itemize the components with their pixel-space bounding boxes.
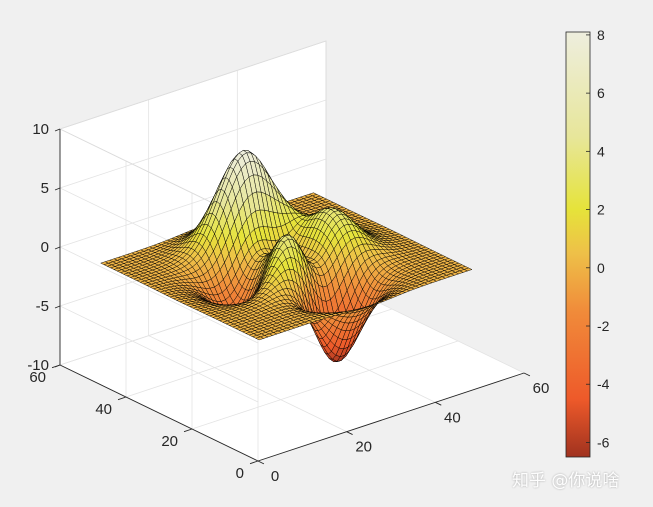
z-tick-label: 10 [32, 121, 49, 138]
y-tick-mark [249, 460, 259, 465]
z-tick-mark [54, 246, 61, 250]
colorbar-strip [565, 31, 591, 458]
z-tick-mark [54, 364, 61, 368]
colorbar: 8 6 4 2 0 -2 -4 -6 [565, 27, 610, 458]
surface-mesh [100, 150, 473, 362]
y-tick-label: 40 [95, 401, 112, 418]
surface-patch [255, 336, 264, 341]
colorbar-tick-label: -4 [597, 376, 610, 392]
colorbar-ticks: 8 6 4 2 0 -2 -4 -6 [586, 27, 610, 450]
z-tick-label: -5 [36, 298, 49, 315]
colorbar-tick-label: 6 [597, 85, 605, 101]
z-tick-label: -10 [27, 357, 49, 374]
colorbar-tick-label: 4 [597, 143, 605, 159]
watermark: 知乎 @你说啥 [512, 471, 620, 491]
axes-box-edge [58, 40, 327, 277]
y-tick-label: 20 [161, 433, 178, 450]
y-tick-label: 60 [29, 369, 46, 386]
colorbar-tick-label: -6 [597, 434, 610, 450]
colorbar-tick-label: 8 [597, 27, 605, 43]
x-tick-mark [257, 460, 265, 465]
x-axis-line [257, 372, 525, 462]
x-tick-label: 40 [444, 409, 461, 426]
z-tick-mark [54, 128, 61, 132]
z-tick-mark [54, 187, 61, 191]
x-tick-mark [523, 372, 531, 377]
y-tick-mark [183, 428, 193, 433]
colorbar-tick-label: 2 [597, 202, 605, 218]
x-tick-mark [435, 401, 442, 406]
colorbar-tick-label: -2 [597, 318, 610, 334]
z-tick-label: 0 [41, 239, 49, 256]
z-tick-label: 5 [41, 180, 49, 197]
x-tick-mark [346, 431, 353, 435]
y-tick-label: 0 [236, 465, 244, 482]
x-tick-label: 20 [355, 439, 372, 456]
x-tick-label: 60 [533, 380, 550, 397]
x-tick-label: 0 [271, 468, 279, 485]
colorbar-tick-label: 0 [597, 260, 605, 276]
y-axis-line [59, 364, 259, 462]
z-tick-mark [54, 305, 61, 309]
y-tick-mark [117, 396, 127, 401]
